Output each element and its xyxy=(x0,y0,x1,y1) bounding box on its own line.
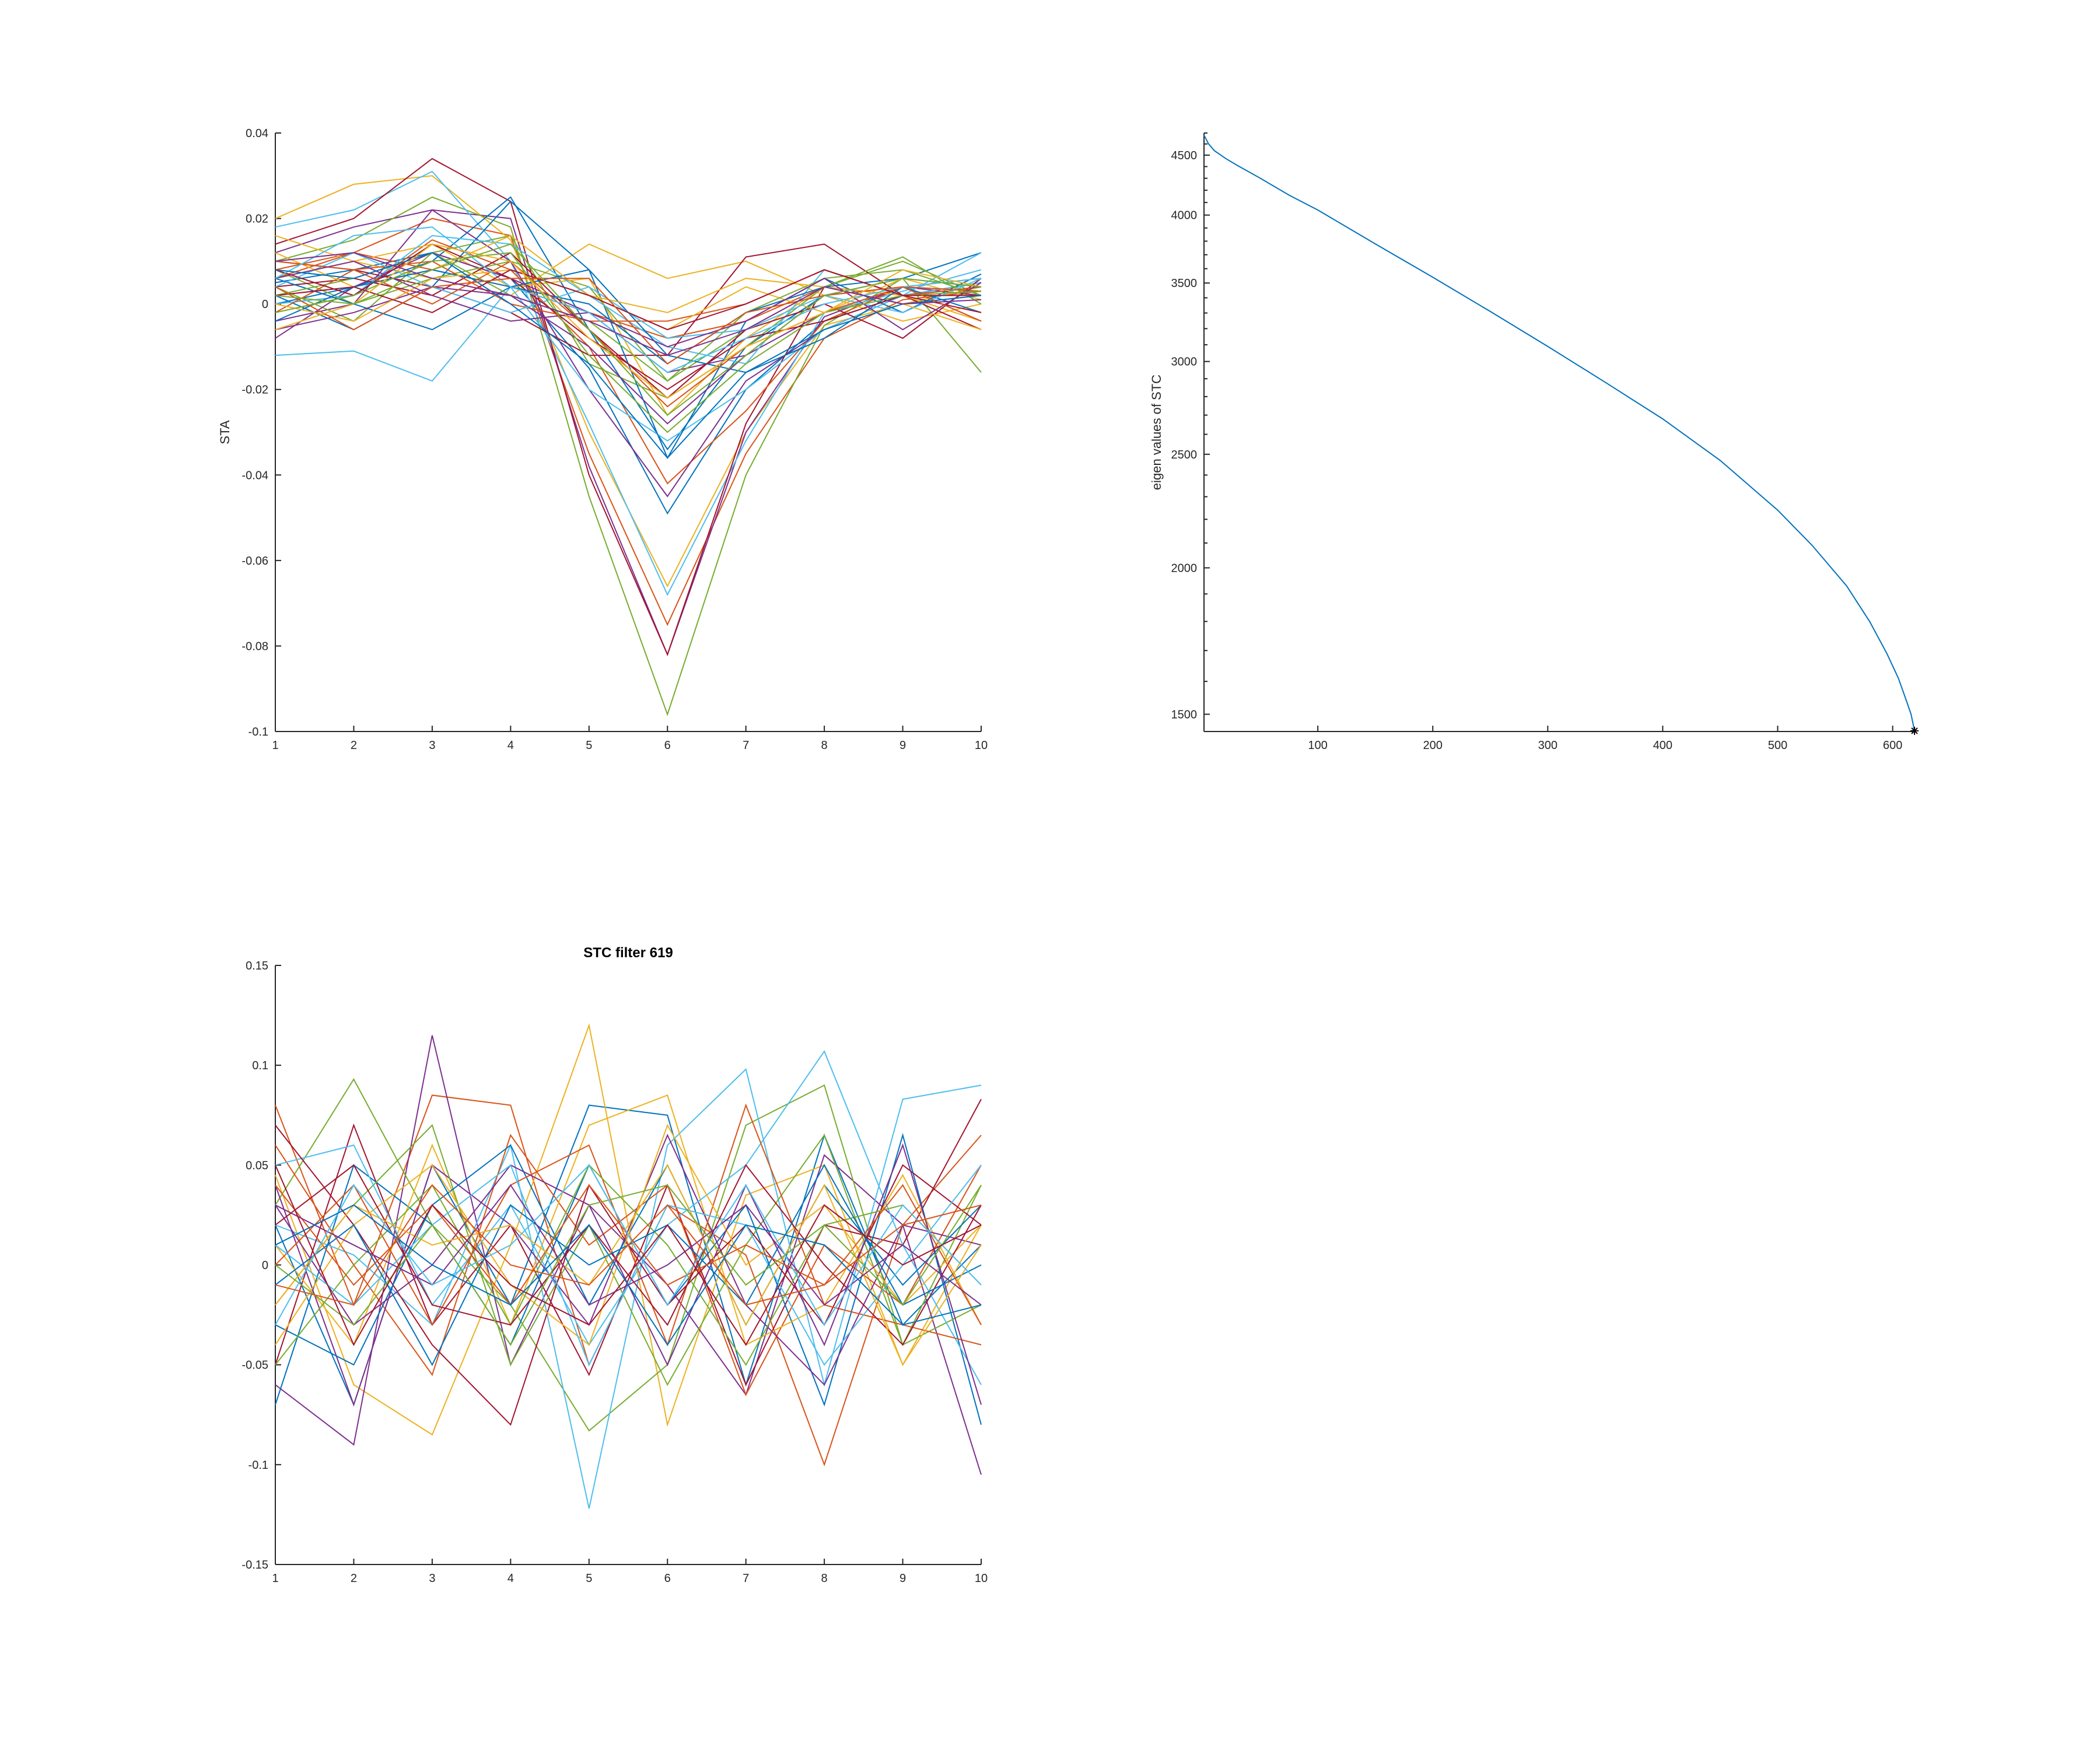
x-tick-label: 4 xyxy=(508,1572,514,1585)
series-line-38 xyxy=(275,243,982,399)
series-line-33 xyxy=(275,252,982,433)
y-tick-label: 4500 xyxy=(1171,149,1198,162)
series-line-29 xyxy=(275,1204,982,1346)
x-tick-label: 3 xyxy=(429,1572,435,1585)
y-tick-label: 2000 xyxy=(1171,562,1198,575)
x-tick-label: 10 xyxy=(975,1572,988,1585)
x-tick-label: 2 xyxy=(351,739,357,752)
x-tick-label: 100 xyxy=(1308,739,1327,752)
y-tick-label: 4000 xyxy=(1171,209,1198,222)
x-tick-label: 7 xyxy=(743,739,749,752)
x-tick-label: 5 xyxy=(586,739,592,752)
chart-title: STC filter 619 xyxy=(583,945,673,961)
series-line-6 xyxy=(275,170,982,596)
x-tick-label: 1 xyxy=(272,1572,278,1585)
x-tick-label: 9 xyxy=(900,739,906,752)
y-tick-label: 0 xyxy=(262,1259,268,1272)
series-line-35 xyxy=(275,269,981,331)
y-tick-label: 0.02 xyxy=(246,213,268,226)
x-tick-label: 4 xyxy=(508,739,514,752)
sta-plot: 1 2 3 4 5 6 7 8 9 10 -0.1 -0.08 -0.06 -0.04 -0.02 0 0.02… xyxy=(218,127,988,752)
y-tick-label: 2500 xyxy=(1171,449,1198,461)
y-tick-label: 0.1 xyxy=(252,1059,268,1072)
y-tick-label: 3000 xyxy=(1171,356,1198,369)
y-tick-label: -0.1 xyxy=(249,726,268,738)
y-axis-label: STA xyxy=(218,420,232,444)
x-tick-label: 300 xyxy=(1538,739,1558,752)
y-tick-label: 1500 xyxy=(1171,708,1198,721)
x-tick-label: 8 xyxy=(821,1572,828,1585)
y-axis-label: eigen values of STC xyxy=(1149,374,1164,490)
end-marker-stroke xyxy=(1911,727,1918,734)
x-tick-label: 9 xyxy=(900,1572,906,1585)
x-tick-label: 1 xyxy=(272,739,278,752)
x-tick-label: 6 xyxy=(664,739,671,752)
series-line-12 xyxy=(275,1124,982,1387)
series-line-1 xyxy=(1203,135,1915,732)
series-line-39 xyxy=(275,252,982,356)
x-tick-label: 2 xyxy=(351,1572,357,1585)
x-tick-label: 6 xyxy=(664,1572,671,1585)
series-line-6 xyxy=(275,1068,982,1509)
series-line-30 xyxy=(275,1184,982,1306)
y-tick-label: 0 xyxy=(262,298,268,311)
y-tick-label: -0.15 xyxy=(242,1559,268,1572)
x-tick-label: 200 xyxy=(1423,739,1443,752)
y-tick-label: -0.08 xyxy=(242,640,268,653)
x-tick-label: 8 xyxy=(821,739,828,752)
series-line-28 xyxy=(275,243,982,390)
series-line-2 xyxy=(275,218,982,626)
y-tick-label: -0.06 xyxy=(242,555,268,568)
y-tick-label: 3500 xyxy=(1171,277,1198,290)
y-tick-label: -0.05 xyxy=(242,1359,268,1372)
series-line-40 xyxy=(275,243,982,416)
x-tick-label: 500 xyxy=(1768,739,1787,752)
y-tick-label: 0.15 xyxy=(246,960,268,972)
x-tick-label: 10 xyxy=(975,739,988,752)
x-tick-label: 600 xyxy=(1883,739,1902,752)
stc-filter-plot: 1 2 3 4 5 6 7 8 9 10 -0.15 -0.1 -0.05 0 0.05 0.1 0.15 STC… xyxy=(242,945,988,1585)
x-tick-label: 7 xyxy=(743,1572,749,1585)
end-marker xyxy=(1910,726,1919,735)
y-tick-label: 0.05 xyxy=(246,1159,268,1172)
x-tick-label: 5 xyxy=(586,1572,592,1585)
y-tick-label: 0.04 xyxy=(246,127,268,140)
eigenvalue-plot: 100 200 300 400 500 600 1500 2000 2500 3000 3500 40… xyxy=(1149,132,1919,752)
y-tick-label: -0.1 xyxy=(249,1459,268,1472)
y-tick-label: -0.04 xyxy=(242,469,268,482)
series-line-28 xyxy=(275,1164,982,1346)
x-tick-label: 400 xyxy=(1653,739,1672,752)
x-tick-label: 3 xyxy=(429,739,435,752)
y-tick-label: -0.02 xyxy=(242,384,268,397)
